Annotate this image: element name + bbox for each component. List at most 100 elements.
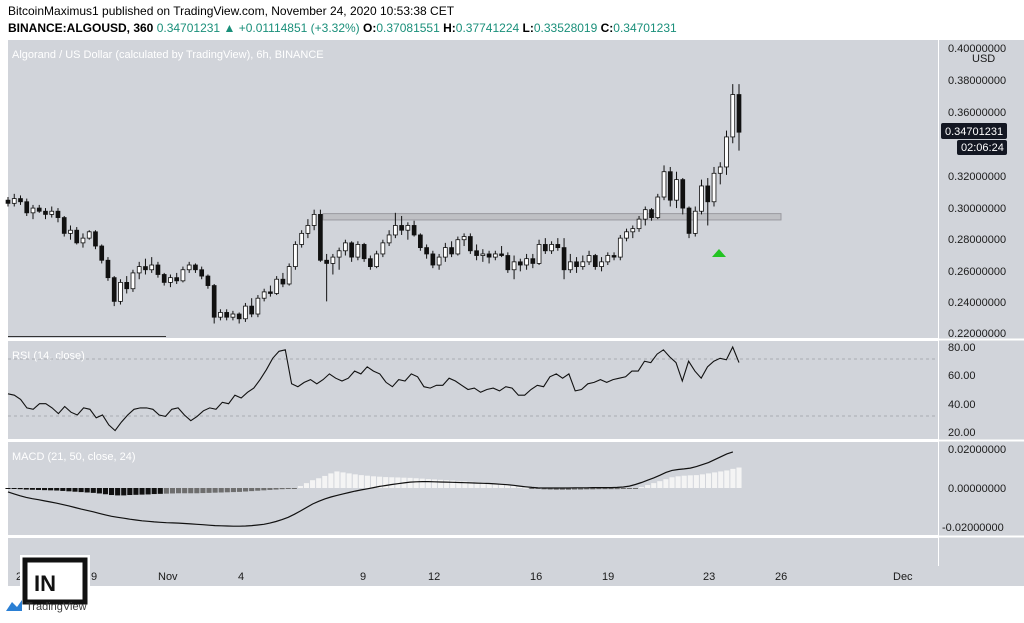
candle-body bbox=[605, 255, 611, 263]
candle-body bbox=[443, 247, 448, 258]
macd-histogram-bar bbox=[279, 488, 285, 490]
candle-body bbox=[130, 272, 136, 290]
macd-histogram-bar bbox=[54, 488, 60, 491]
candle-body bbox=[30, 207, 36, 214]
price-axis-label: 0.26000000 bbox=[948, 266, 1006, 278]
date-label: 23 bbox=[703, 571, 715, 583]
macd-histogram-bar bbox=[419, 478, 425, 488]
macd-histogram-bar bbox=[358, 475, 364, 488]
candle-body bbox=[411, 225, 417, 236]
macd-histogram-bar bbox=[236, 488, 243, 492]
candle-body bbox=[649, 209, 654, 218]
rsi-axis-label: 80.00 bbox=[948, 342, 976, 354]
macd-histogram-bar bbox=[121, 488, 127, 496]
candle-body bbox=[261, 291, 267, 299]
low-label: L: bbox=[522, 21, 534, 35]
macd-histogram-bar bbox=[602, 488, 608, 490]
countdown-tag bbox=[957, 140, 1007, 155]
date-label: 2 bbox=[16, 571, 22, 583]
candle-body bbox=[386, 234, 392, 244]
candle-body bbox=[667, 171, 673, 201]
high-value: 0.37741224 bbox=[455, 21, 520, 35]
macd-histogram-bar bbox=[645, 485, 651, 488]
macd-histogram bbox=[5, 467, 742, 496]
macd-histogram-bar bbox=[200, 488, 206, 494]
candle-body bbox=[293, 244, 298, 267]
candle-body bbox=[311, 214, 317, 226]
macd-histogram-bar bbox=[608, 488, 614, 490]
macd-histogram-bar bbox=[23, 488, 29, 490]
candle-body bbox=[161, 274, 167, 283]
candle-body bbox=[155, 264, 161, 275]
macd-histogram-bar bbox=[638, 487, 645, 489]
candle-body bbox=[136, 266, 142, 274]
macd-histogram-bar bbox=[194, 488, 200, 494]
macd-histogram-bar bbox=[5, 488, 11, 489]
bottom-pane-bg bbox=[8, 538, 938, 566]
price-pane-bg bbox=[8, 40, 938, 338]
candle-body bbox=[143, 266, 148, 271]
watermark-logo: IN bbox=[20, 555, 90, 607]
resistance-zone bbox=[322, 213, 782, 221]
candle-body bbox=[243, 305, 248, 320]
candle-body bbox=[211, 285, 217, 318]
candle-body bbox=[61, 217, 67, 234]
last-price-tag bbox=[941, 123, 1007, 139]
macd-histogram-bar bbox=[651, 483, 657, 488]
candle-body bbox=[642, 209, 648, 220]
candle-body bbox=[280, 278, 286, 285]
published-text: BitcoinMaximus1 published on TradingView… bbox=[8, 4, 455, 18]
candle-body bbox=[230, 313, 236, 318]
last-price-label: 0.34701231 bbox=[945, 126, 1003, 138]
macd-histogram-bar bbox=[675, 476, 681, 488]
macd-histogram-bar bbox=[571, 488, 578, 490]
published-line: BitcoinMaximus1 published on TradingView… bbox=[8, 4, 454, 18]
macd-histogram-bar bbox=[578, 488, 584, 490]
macd-histogram-bar bbox=[687, 475, 693, 488]
change-arrow-icon: ▲ bbox=[223, 21, 236, 35]
macd-histogram-bar bbox=[541, 488, 547, 490]
candle-body bbox=[536, 244, 542, 264]
macd-line bbox=[7, 451, 734, 527]
green-up-arrow bbox=[712, 249, 726, 257]
macd-histogram-bar bbox=[626, 488, 632, 489]
macd-histogram-bar bbox=[517, 486, 523, 488]
macd-histogram-bar bbox=[699, 474, 706, 488]
tradingview-logo[interactable]: TradingView bbox=[6, 600, 87, 613]
macd-histogram-bar bbox=[547, 488, 553, 490]
macd-histogram-bar bbox=[450, 480, 456, 488]
date-label: 9 bbox=[360, 571, 366, 583]
candle-body bbox=[405, 225, 411, 231]
price-axis-label: 0.40000000 bbox=[948, 43, 1006, 55]
candle-body bbox=[74, 229, 80, 244]
macd-histogram-bar bbox=[273, 488, 279, 490]
watermark-text: IN bbox=[34, 571, 56, 596]
rsi-pane-title: RSI (14, close) bbox=[12, 350, 85, 362]
last-value: 0.34701231 bbox=[156, 21, 221, 35]
macd-histogram-bar bbox=[102, 488, 109, 495]
macd-histogram-bar bbox=[291, 488, 297, 489]
macd-histogram-bar bbox=[559, 488, 565, 490]
candle-body bbox=[674, 179, 679, 201]
macd-histogram-bar bbox=[340, 472, 346, 488]
macd-histogram-bar bbox=[504, 485, 511, 488]
macd-histogram-bar bbox=[474, 482, 480, 488]
candle-body bbox=[236, 313, 242, 320]
candle-body bbox=[24, 201, 30, 214]
price-axis-label: 0.30000000 bbox=[948, 203, 1006, 215]
macd-histogram-bar bbox=[407, 477, 413, 488]
macd-histogram-bar bbox=[724, 470, 730, 488]
macd-histogram-bar bbox=[11, 488, 17, 489]
macd-histogram-bar bbox=[188, 488, 194, 494]
macd-histogram-bar bbox=[511, 486, 517, 488]
candle-body bbox=[599, 261, 604, 267]
macd-histogram-bar bbox=[565, 488, 571, 490]
candle-body bbox=[286, 266, 292, 285]
macd-histogram-bar bbox=[498, 484, 504, 488]
macd-histogram-bar bbox=[383, 477, 389, 488]
macd-histogram-bar bbox=[492, 483, 498, 488]
candle-body bbox=[455, 239, 461, 255]
candle-body bbox=[449, 247, 454, 255]
candle-body bbox=[324, 259, 329, 264]
